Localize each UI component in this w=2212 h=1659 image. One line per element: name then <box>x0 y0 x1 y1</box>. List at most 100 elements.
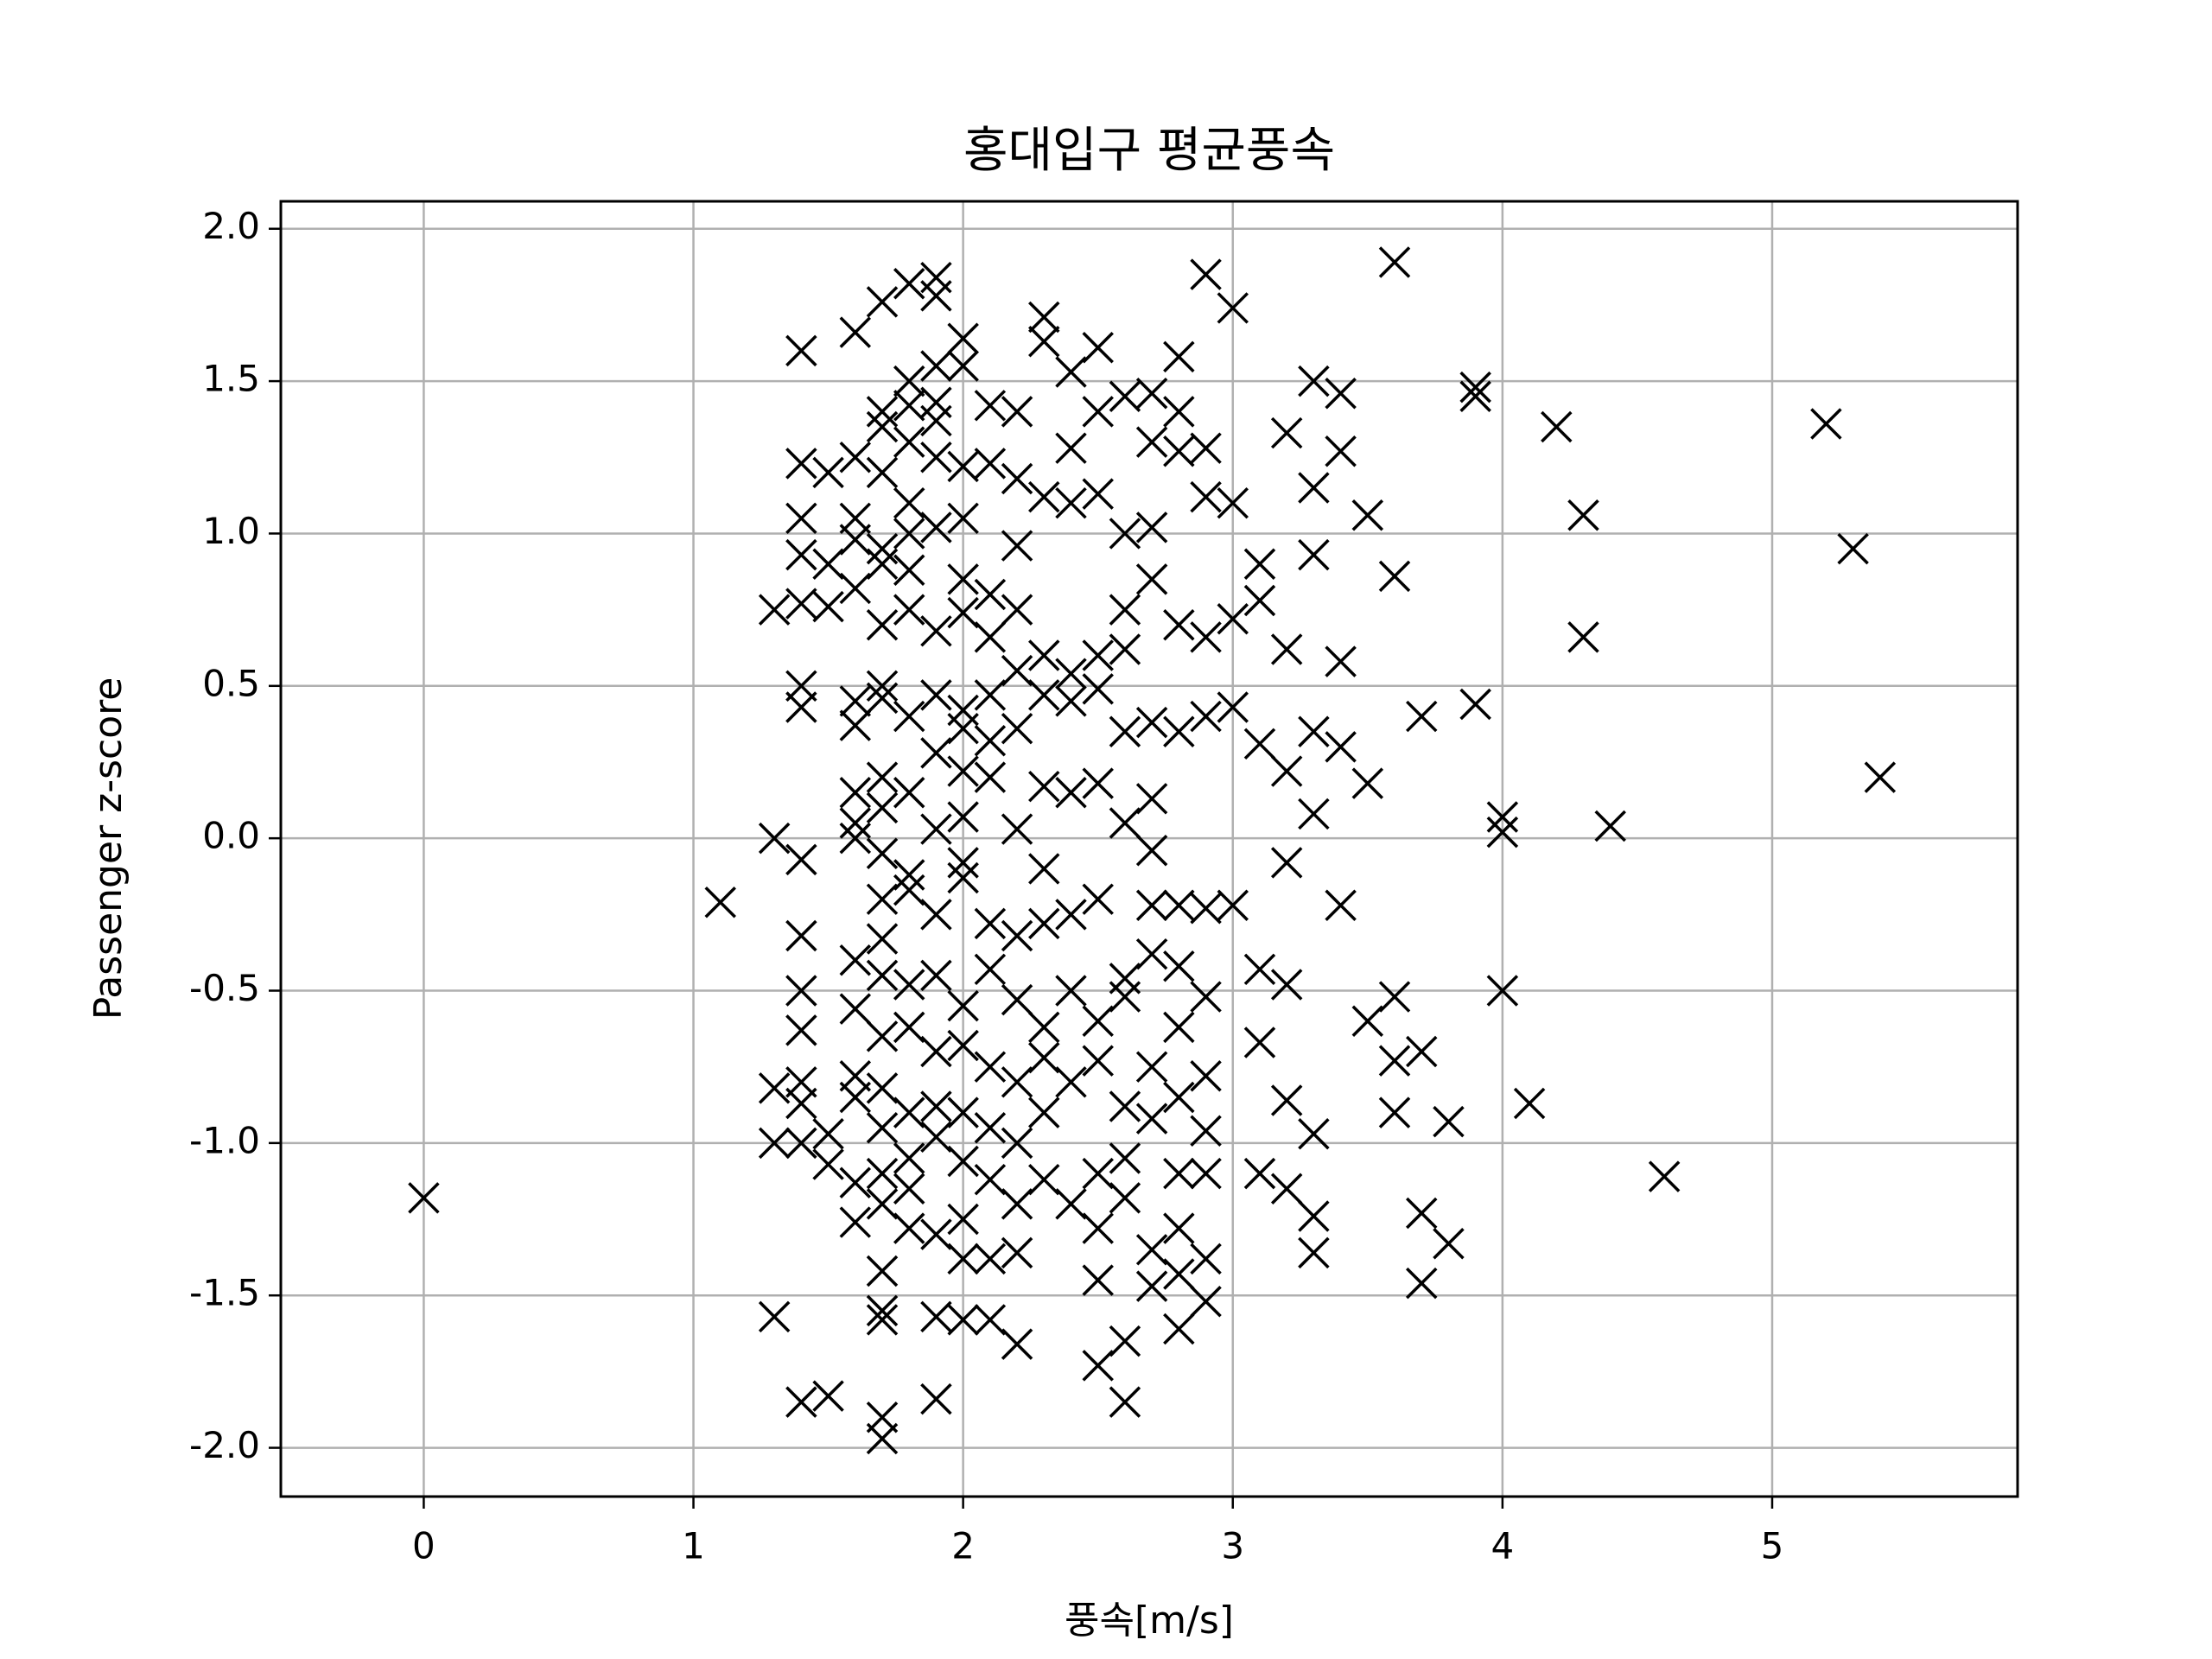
marker-stroke <box>785 334 817 367</box>
marker-stroke <box>947 350 979 382</box>
marker-stroke <box>920 737 952 769</box>
marker-stroke <box>866 548 899 580</box>
point <box>1055 975 1087 1007</box>
point <box>1082 639 1114 671</box>
marker-stroke <box>1163 1157 1195 1190</box>
marker-stroke <box>974 725 1007 757</box>
point <box>1405 1267 1438 1300</box>
point <box>1028 480 1060 513</box>
point <box>974 390 1007 422</box>
point <box>1243 1157 1276 1190</box>
marker-stroke <box>839 685 872 717</box>
point <box>866 1020 899 1052</box>
marker-stroke <box>866 1304 899 1336</box>
point <box>1028 1096 1060 1128</box>
marker-stroke <box>893 1142 925 1174</box>
marker-stroke <box>920 679 952 711</box>
point <box>974 621 1007 653</box>
point <box>758 594 791 626</box>
marker-stroke <box>1055 777 1087 809</box>
point <box>1082 1264 1114 1296</box>
point <box>1298 1200 1330 1232</box>
marker-stroke <box>1135 563 1168 595</box>
marker-stroke <box>1405 1035 1438 1068</box>
marker-stroke <box>1001 1236 1033 1269</box>
marker-stroke <box>920 899 952 931</box>
marker-stroke <box>839 709 872 741</box>
marker-stroke <box>866 1072 899 1104</box>
marker-stroke <box>1028 326 1060 358</box>
marker-stroke <box>893 426 925 458</box>
point <box>1082 673 1114 705</box>
point <box>1028 907 1060 940</box>
marker-stroke <box>920 1218 952 1250</box>
point <box>785 538 817 571</box>
point <box>1055 1188 1087 1220</box>
point <box>1270 1084 1303 1116</box>
point <box>1028 1041 1060 1074</box>
marker-stroke <box>1298 798 1330 830</box>
marker-stroke <box>1433 1228 1465 1260</box>
point <box>1109 715 1141 747</box>
marker-stroke <box>1486 975 1519 1007</box>
point <box>974 578 1007 611</box>
point <box>974 448 1007 480</box>
point <box>866 286 899 318</box>
point <box>1298 472 1330 504</box>
point <box>920 1218 952 1250</box>
marker-stroke <box>1028 639 1060 671</box>
marker-stroke <box>758 1300 791 1333</box>
y-tick-label: 2.0 <box>202 205 260 247</box>
marker-stroke <box>1135 1051 1168 1083</box>
marker-stroke <box>1163 435 1195 467</box>
point <box>1405 1197 1438 1230</box>
point <box>1163 609 1195 641</box>
point <box>893 390 925 422</box>
point <box>1028 1011 1060 1044</box>
marker-stroke <box>1001 462 1033 495</box>
point <box>1270 416 1303 449</box>
point <box>1001 1236 1033 1269</box>
marker-stroke <box>785 1386 817 1418</box>
point <box>839 524 872 556</box>
point <box>1028 639 1060 671</box>
point <box>839 1081 872 1114</box>
marker-stroke <box>893 554 925 587</box>
marker-stroke <box>1298 1200 1330 1232</box>
marker-stroke <box>1270 1084 1303 1116</box>
point <box>1055 777 1087 809</box>
point <box>866 1072 899 1104</box>
marker-stroke <box>1270 1173 1303 1205</box>
point <box>866 456 899 489</box>
point <box>1217 292 1249 324</box>
point <box>866 1188 899 1220</box>
marker-stroke <box>893 1212 925 1244</box>
marker-stroke <box>1109 518 1141 550</box>
point <box>947 1243 979 1275</box>
point <box>839 822 872 855</box>
marker-stroke <box>893 859 925 891</box>
marker-stroke <box>1298 472 1330 504</box>
point <box>1028 770 1060 803</box>
point <box>893 859 925 891</box>
marker-stroke <box>974 1243 1007 1275</box>
marker-stroke <box>1190 258 1222 290</box>
point <box>785 334 817 367</box>
point <box>947 596 979 629</box>
point <box>1594 810 1626 842</box>
point <box>920 813 952 845</box>
marker-stroke <box>1243 1157 1276 1190</box>
point <box>1055 685 1087 717</box>
marker-stroke <box>1001 654 1033 687</box>
point <box>1567 621 1599 653</box>
marker-stroke <box>866 791 899 824</box>
marker-stroke <box>947 755 979 787</box>
marker-stroke <box>893 1173 925 1205</box>
point <box>1055 658 1087 690</box>
marker-stroke <box>1135 377 1168 410</box>
point <box>1190 893 1222 925</box>
point <box>1001 1066 1033 1098</box>
point <box>1243 584 1276 617</box>
marker-stroke <box>1243 548 1276 580</box>
point <box>1001 594 1033 626</box>
